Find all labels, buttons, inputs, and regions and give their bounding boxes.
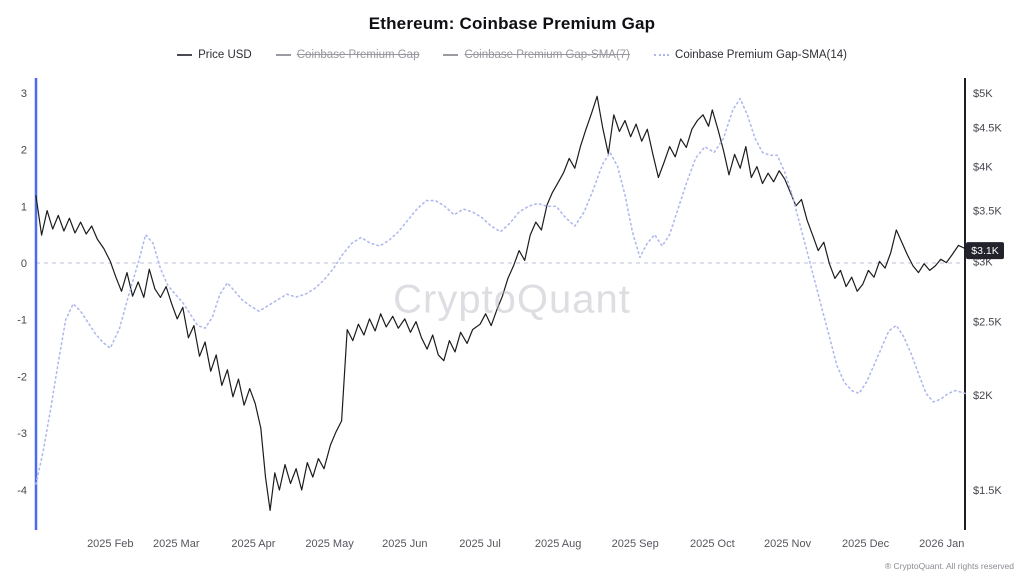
left-axis-tick: 1 bbox=[21, 201, 27, 213]
x-axis-tick: 2025 Oct bbox=[690, 538, 735, 550]
x-axis-tick: 2025 Aug bbox=[535, 538, 582, 550]
right-axis-tick: $1.5K bbox=[973, 485, 1002, 497]
legend-item-price-usd[interactable]: Price USD bbox=[177, 49, 252, 61]
x-axis-tick: 2025 Jun bbox=[382, 538, 427, 550]
x-axis-tick: 2025 May bbox=[305, 538, 354, 550]
right-axis-tick: $2K bbox=[973, 390, 993, 402]
series-line-coinbase-premium-gap-sma-14- bbox=[35, 97, 966, 485]
legend: Price USD Coinbase Premium Gap Coinbase Pr… bbox=[0, 49, 1024, 61]
x-axis-tick: 2025 Feb bbox=[87, 538, 133, 550]
x-axis-tick: 2025 Dec bbox=[842, 538, 890, 550]
legend-solid-line-icon bbox=[177, 54, 193, 56]
legend-label: Coinbase Premium Gap-SMA(7) bbox=[464, 49, 631, 61]
legend-dotted-line-icon bbox=[654, 54, 670, 56]
legend-item-coinbase-premium-gap[interactable]: Coinbase Premium Gap bbox=[275, 49, 420, 61]
x-axis-tick: 2025 Nov bbox=[764, 538, 812, 550]
chart-title: Ethereum: Coinbase Premium Gap bbox=[368, 14, 656, 33]
left-axis-tick: 3 bbox=[21, 88, 27, 100]
legend-solid-line-icon bbox=[275, 54, 291, 56]
left-axis-tick: 0 bbox=[21, 258, 27, 270]
left-axis-tick: -3 bbox=[17, 428, 27, 440]
right-axis-tick: $3K bbox=[973, 256, 993, 268]
right-axis-tick: $3.5K bbox=[973, 206, 1002, 218]
legend-item-coinbase-premium-gap-sma-14-[interactable]: Coinbase Premium Gap-SMA(14) bbox=[654, 49, 847, 61]
x-axis-tick: 2025 Mar bbox=[153, 538, 200, 550]
current-price-badge bbox=[966, 242, 1004, 260]
x-axis-tick: 2025 Sep bbox=[612, 538, 659, 550]
x-axis-tick: 2025 Apr bbox=[231, 538, 275, 550]
right-axis-tick: $4K bbox=[973, 162, 993, 174]
right-axis-tick: $5K bbox=[973, 88, 993, 100]
copyright-note: ® CryptoQuant. All rights reserved bbox=[884, 561, 1014, 571]
left-axis-tick: 2 bbox=[21, 145, 27, 157]
legend-label: Coinbase Premium Gap bbox=[296, 49, 420, 61]
current-price-label: $3.1K bbox=[971, 245, 998, 257]
left-axis-tick: -4 bbox=[17, 485, 27, 497]
right-axis-tick: $2.5K bbox=[973, 317, 1002, 329]
legend-label: Price USD bbox=[198, 49, 252, 61]
legend-solid-line-icon bbox=[443, 54, 459, 56]
plot-area[interactable] bbox=[36, 78, 965, 530]
left-axis-tick: -2 bbox=[17, 371, 27, 383]
legend-item-coinbase-premium-gap-sma-7-[interactable]: Coinbase Premium Gap-SMA(7) bbox=[443, 49, 630, 61]
x-axis-tick: 2025 Jul bbox=[459, 538, 501, 550]
legend-label: Coinbase Premium Gap-SMA(14) bbox=[675, 49, 847, 61]
series-line-price-usd bbox=[35, 95, 966, 511]
x-axis-tick: 2026 Jan bbox=[919, 538, 964, 550]
left-axis-tick: -1 bbox=[17, 315, 27, 327]
right-axis-tick: $4.5K bbox=[973, 123, 1002, 135]
